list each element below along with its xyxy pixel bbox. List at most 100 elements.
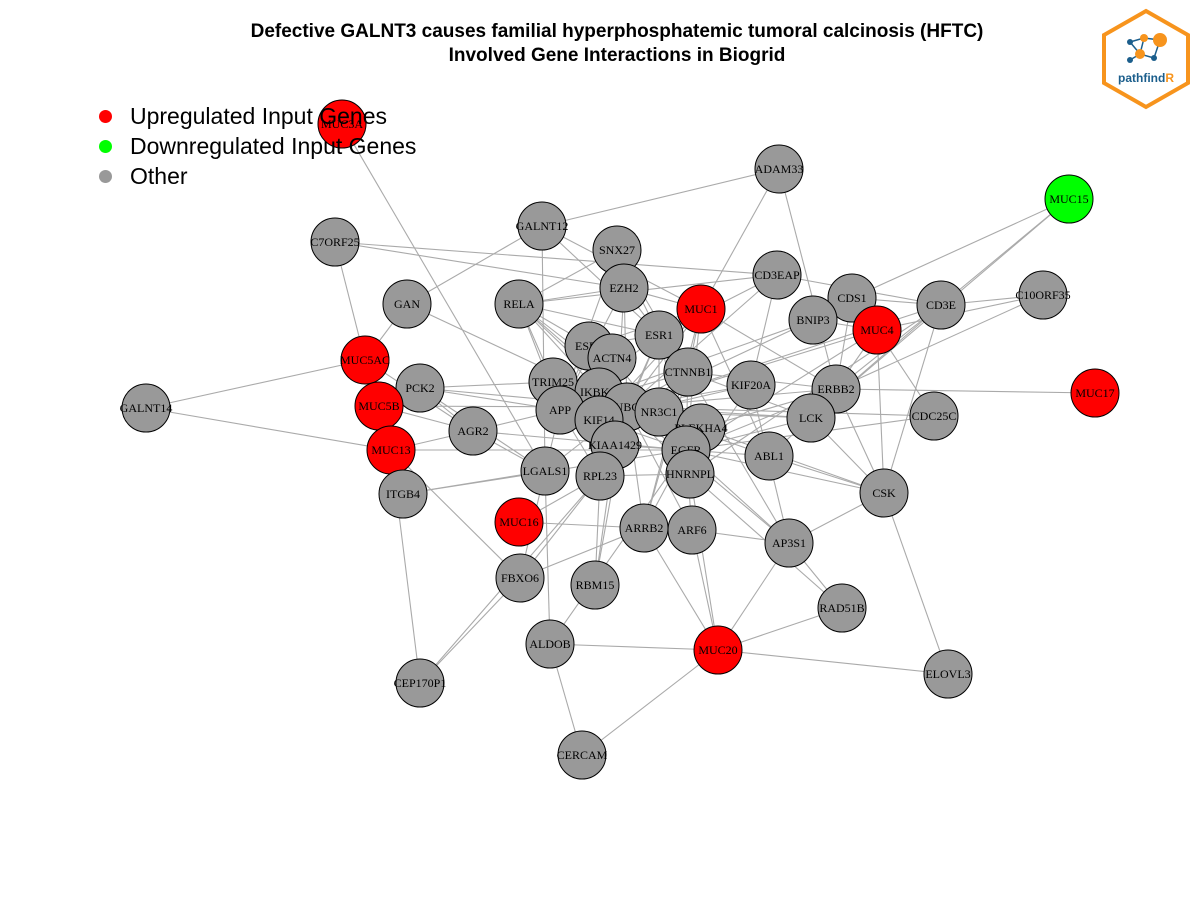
edge-aldob-egfr — [549, 449, 687, 645]
node-ap3s1[interactable]: AP3S1 — [764, 518, 814, 568]
node-circle-elovl3[interactable] — [923, 649, 973, 699]
node-circle-ctnnb1[interactable] — [663, 347, 713, 397]
node-cep170p1[interactable]: CEP170P1 — [394, 658, 447, 708]
node-elovl3[interactable]: ELOVL3 — [923, 649, 973, 699]
node-circle-cd3e[interactable] — [916, 280, 966, 330]
node-rela[interactable]: RELA — [494, 279, 544, 329]
node-arrb2[interactable]: ARRB2 — [619, 503, 669, 553]
node-galnt14[interactable]: GALNT14 — [120, 383, 173, 433]
edge-c7orf25-ezh2 — [334, 241, 625, 289]
node-fbxo6[interactable]: FBXO6 — [495, 553, 545, 603]
node-label-galnt12: GALNT12 — [516, 219, 569, 233]
node-aldob[interactable]: ALDOB — [525, 619, 575, 669]
node-circle-fbxo6[interactable] — [495, 553, 545, 603]
node-circle-c10orf35[interactable] — [1018, 270, 1068, 320]
node-label-csk: CSK — [872, 486, 896, 500]
node-abl1[interactable]: ABL1 — [744, 431, 794, 481]
node-circle-abl1[interactable] — [744, 431, 794, 481]
node-circle-cdc25c[interactable] — [909, 391, 959, 441]
node-muc15[interactable]: MUC15 — [1044, 174, 1094, 224]
node-circle-pck2[interactable] — [395, 363, 445, 413]
node-cd3e[interactable]: CD3E — [916, 280, 966, 330]
node-circle-esr1[interactable] — [634, 310, 684, 360]
edge-erbb2-muc17 — [835, 388, 1096, 394]
node-circle-galnt12[interactable] — [517, 201, 567, 251]
node-circle-arf6[interactable] — [667, 505, 717, 555]
node-muc13[interactable]: MUC13 — [366, 425, 416, 475]
node-circle-csk[interactable] — [859, 468, 909, 518]
node-circle-bnip3[interactable] — [788, 295, 838, 345]
node-circle-muc1[interactable] — [676, 284, 726, 334]
node-circle-rbm15[interactable] — [570, 560, 620, 610]
node-muc3a[interactable]: MUC3A — [317, 99, 367, 149]
node-rpl23[interactable]: RPL23 — [575, 451, 625, 501]
node-lgals1[interactable]: LGALS1 — [520, 446, 570, 496]
node-label-esr1: ESR1 — [645, 328, 673, 342]
node-circle-lgals1[interactable] — [520, 446, 570, 496]
node-muc5ac[interactable]: MUC5AC — [340, 335, 390, 385]
node-itgb4[interactable]: ITGB4 — [378, 469, 428, 519]
node-circle-rela[interactable] — [494, 279, 544, 329]
node-circle-adam33[interactable] — [754, 144, 804, 194]
node-ezh2[interactable]: EZH2 — [599, 263, 649, 313]
node-muc16[interactable]: MUC16 — [494, 497, 544, 547]
node-app[interactable]: APP — [535, 385, 585, 435]
node-rbm15[interactable]: RBM15 — [570, 560, 620, 610]
node-arf6[interactable]: ARF6 — [667, 505, 717, 555]
node-muc4[interactable]: MUC4 — [852, 305, 902, 355]
node-circle-rpl23[interactable] — [575, 451, 625, 501]
node-adam33[interactable]: ADAM33 — [754, 144, 804, 194]
node-circle-muc3a[interactable] — [317, 99, 367, 149]
node-cdc25c[interactable]: CDC25C — [909, 391, 959, 441]
node-muc1[interactable]: MUC1 — [676, 284, 726, 334]
node-circle-agr2[interactable] — [448, 406, 498, 456]
node-gan[interactable]: GAN — [382, 279, 432, 329]
edge-muc4-csk — [876, 329, 885, 494]
node-circle-galnt14[interactable] — [121, 383, 171, 433]
node-esr1[interactable]: ESR1 — [634, 310, 684, 360]
node-label-snx27: SNX27 — [599, 243, 635, 257]
node-c10orf35[interactable]: C10ORF35 — [1015, 270, 1071, 320]
node-circle-cd3eap[interactable] — [752, 250, 802, 300]
node-agr2[interactable]: AGR2 — [448, 406, 498, 456]
node-circle-muc17[interactable] — [1070, 368, 1120, 418]
node-csk[interactable]: CSK — [859, 468, 909, 518]
node-circle-lck[interactable] — [786, 393, 836, 443]
node-hnrnpl[interactable]: HNRNPL — [665, 449, 715, 499]
node-circle-muc15[interactable] — [1044, 174, 1094, 224]
node-circle-c7orf25[interactable] — [310, 217, 360, 267]
legend-item-other: Other — [96, 161, 416, 191]
node-rad51b[interactable]: RAD51B — [817, 583, 867, 633]
node-muc5b[interactable]: MUC5B — [354, 381, 404, 431]
node-circle-ap3s1[interactable] — [764, 518, 814, 568]
node-circle-gan[interactable] — [382, 279, 432, 329]
node-galnt12[interactable]: GALNT12 — [516, 201, 569, 251]
node-cercam[interactable]: CERCAM — [557, 730, 608, 780]
node-cd3eap[interactable]: CD3EAP — [752, 250, 802, 300]
node-circle-ezh2[interactable] — [599, 263, 649, 313]
node-bnip3[interactable]: BNIP3 — [788, 295, 838, 345]
node-ctnnb1[interactable]: CTNNB1 — [663, 347, 713, 397]
node-nr3c1[interactable]: NR3C1 — [634, 387, 684, 437]
node-circle-cep170p1[interactable] — [395, 658, 445, 708]
node-circle-aldob[interactable] — [525, 619, 575, 669]
node-circle-muc4[interactable] — [852, 305, 902, 355]
node-muc20[interactable]: MUC20 — [693, 625, 743, 675]
node-circle-rad51b[interactable] — [817, 583, 867, 633]
node-c7orf25[interactable]: C7ORF25 — [310, 217, 360, 267]
edge-galnt12-adam33 — [541, 168, 780, 227]
node-label-cdc25c: CDC25C — [912, 409, 957, 423]
node-pck2[interactable]: PCK2 — [395, 363, 445, 413]
node-lck[interactable]: LCK — [786, 393, 836, 443]
node-circle-hnrnpl[interactable] — [665, 449, 715, 499]
edge-muc5ac-galnt14 — [145, 359, 366, 409]
logo-hexagon — [1102, 8, 1190, 110]
node-circle-muc5ac[interactable] — [340, 335, 390, 385]
node-circle-cercam[interactable] — [557, 730, 607, 780]
node-kif20a[interactable]: KIF20A — [726, 360, 776, 410]
node-muc17[interactable]: MUC17 — [1070, 368, 1120, 418]
node-circle-muc20[interactable] — [693, 625, 743, 675]
node-circle-muc16[interactable] — [494, 497, 544, 547]
node-circle-kif20a[interactable] — [726, 360, 776, 410]
node-circle-itgb4[interactable] — [378, 469, 428, 519]
